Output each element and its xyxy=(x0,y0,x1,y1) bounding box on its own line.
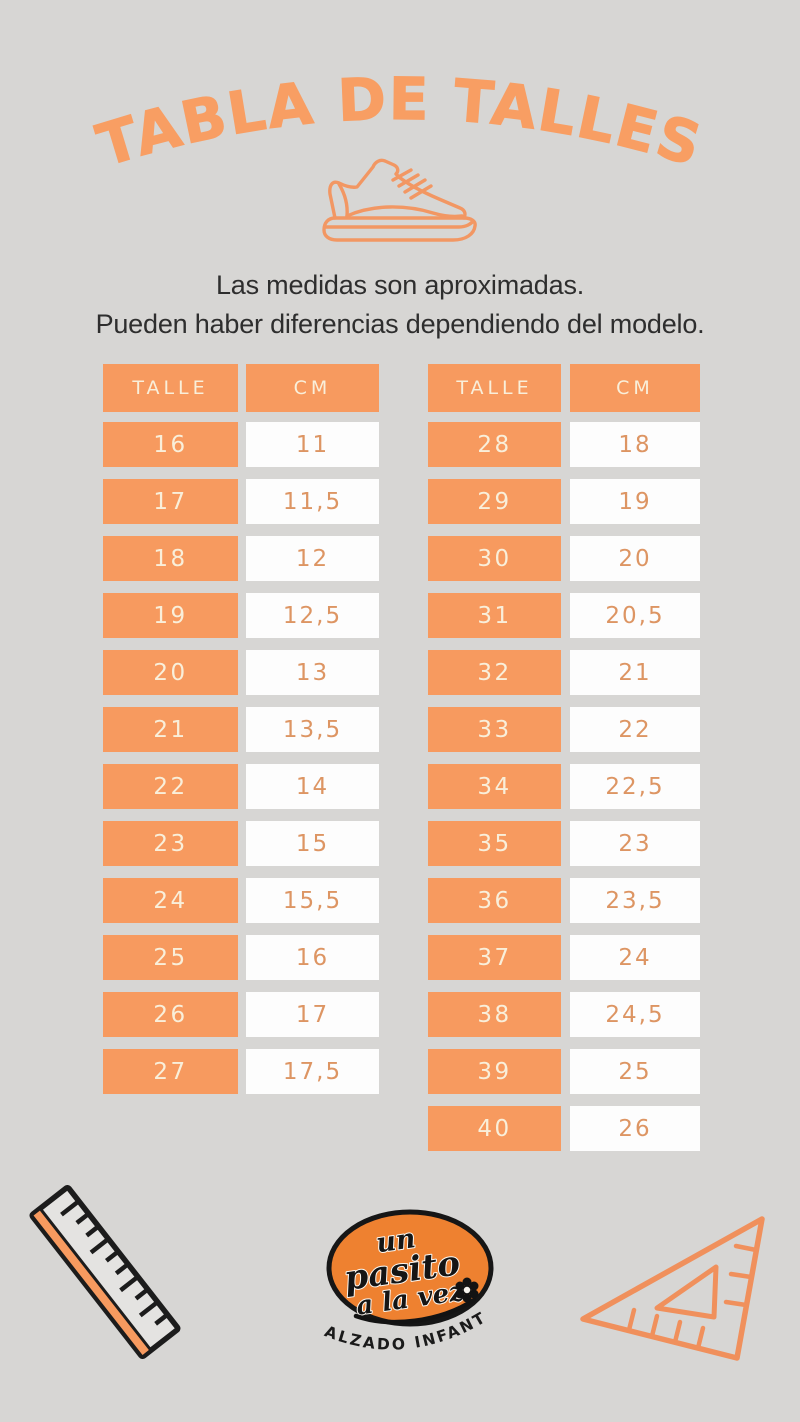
column-header-talle: TALLE xyxy=(103,364,238,412)
size-cell: 35 xyxy=(428,821,561,866)
size-cell: 38 xyxy=(428,992,561,1037)
cm-cell: 18 xyxy=(570,422,700,467)
disclaimer-line-2: Pueden haber diferencias dependiendo del… xyxy=(95,309,705,339)
size-cell: 40 xyxy=(428,1106,561,1151)
size-cell: 21 xyxy=(103,707,238,752)
cm-cell: 24,5 xyxy=(570,992,700,1037)
size-cell: 26 xyxy=(103,992,238,1037)
cm-cell: 11,5 xyxy=(246,479,379,524)
size-cell: 32 xyxy=(428,650,561,695)
cm-cell: 16 xyxy=(246,935,379,980)
cm-cell: 22 xyxy=(570,707,700,752)
cm-cell: 24 xyxy=(570,935,700,980)
cm-cell: 23,5 xyxy=(570,878,700,923)
cm-cell: 11 xyxy=(246,422,379,467)
ruler-icon xyxy=(29,1184,181,1360)
column-header-talle: TALLE xyxy=(428,364,561,412)
cm-cell: 23 xyxy=(570,821,700,866)
size-cell: 16 xyxy=(103,422,238,467)
sneaker-icon xyxy=(322,158,477,242)
cm-cell: 13 xyxy=(246,650,379,695)
cm-cell: 20,5 xyxy=(570,593,700,638)
cm-cell: 19 xyxy=(570,479,700,524)
size-cell: 36 xyxy=(428,878,561,923)
logo-script-line-1: un xyxy=(374,1223,417,1259)
cm-cell: 14 xyxy=(246,764,379,809)
size-cell: 20 xyxy=(103,650,238,695)
size-cell: 24 xyxy=(103,878,238,923)
size-cell: 28 xyxy=(428,422,561,467)
disclaimer-line-1: Las medidas son aproximadas. xyxy=(215,270,585,300)
set-square-icon xyxy=(580,1216,765,1361)
size-cell: 22 xyxy=(103,764,238,809)
size-cell: 30 xyxy=(428,536,561,581)
size-cell: 27 xyxy=(103,1049,238,1094)
cm-cell: 21 xyxy=(570,650,700,695)
cm-cell: 25 xyxy=(570,1049,700,1094)
size-cell: 29 xyxy=(428,479,561,524)
cm-cell: 17 xyxy=(246,992,379,1037)
disclaimer-note: Las medidas son aproximadas. Pueden habe… xyxy=(0,266,800,344)
column-header-cm: CM xyxy=(570,364,700,412)
size-cell: 31 xyxy=(428,593,561,638)
size-cell: 39 xyxy=(428,1049,561,1094)
logo-swoosh xyxy=(353,1297,477,1325)
cm-cell: 13,5 xyxy=(246,707,379,752)
table-body: 28 18 29 19 30 20 31 20,5 32 21 33 22 34 22,5 35 23 36 23… xyxy=(428,422,700,1151)
cm-cell: 26 xyxy=(570,1106,700,1151)
size-cell: 34 xyxy=(428,764,561,809)
cm-cell: 12 xyxy=(246,536,379,581)
size-cell: 18 xyxy=(103,536,238,581)
table-body: 16 11 17 11,5 18 12 19 12,5 20 13 21 13,5 22 14 23 15 24… xyxy=(103,422,379,1094)
cm-cell: 20 xyxy=(570,536,700,581)
cm-cell: 15 xyxy=(246,821,379,866)
size-cell: 17 xyxy=(103,479,238,524)
flower-icon xyxy=(455,1277,479,1303)
size-cell: 25 xyxy=(103,935,238,980)
footer-decorations: un pasito a la vez CALZADO INFANTIL xyxy=(0,1180,765,1361)
size-cell: 23 xyxy=(103,821,238,866)
cm-cell: 12,5 xyxy=(246,593,379,638)
size-cell: 37 xyxy=(428,935,561,980)
column-header-cm: CM xyxy=(246,364,379,412)
cm-cell: 17,5 xyxy=(246,1049,379,1094)
size-cell: 33 xyxy=(428,707,561,752)
size-table-right: TALLE CM 28 18 29 19 30 20 31 20,5 32 21 33 22 34 22,… xyxy=(428,364,700,1151)
table-header-row: TALLE CM xyxy=(103,364,379,412)
cm-cell: 22,5 xyxy=(570,764,700,809)
page-title: TABLA DE TALLES xyxy=(89,64,709,180)
size-cell: 19 xyxy=(103,593,238,638)
table-header-row: TALLE CM xyxy=(428,364,700,412)
size-table-left: TALLE CM 16 11 17 11,5 18 12 19 12,5 20 13 21 13,5 2… xyxy=(103,364,379,1094)
cm-cell: 15,5 xyxy=(246,878,379,923)
